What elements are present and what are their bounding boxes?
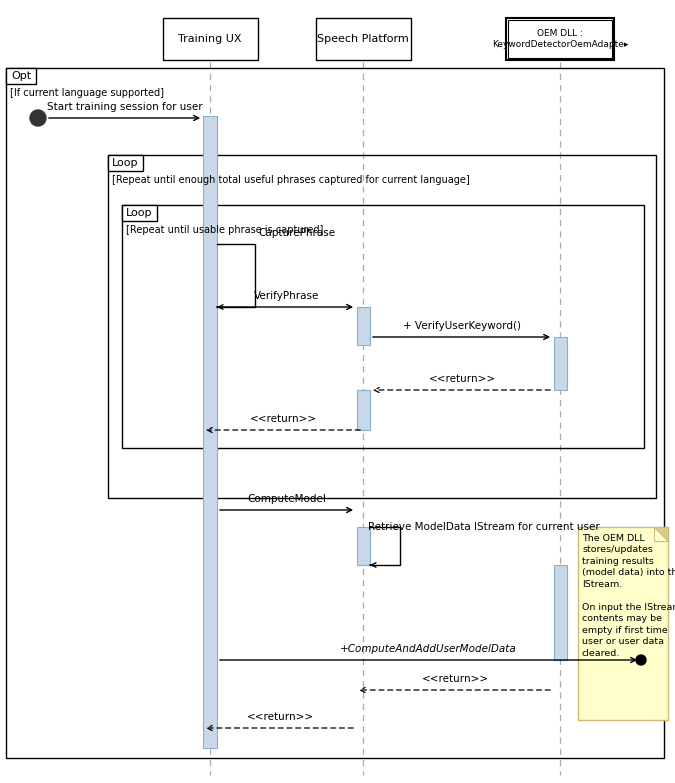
Circle shape (636, 655, 646, 665)
Bar (578, 527, 668, 720)
Text: Loop: Loop (112, 158, 139, 168)
Bar (357, 307, 370, 345)
Text: Opt: Opt (11, 71, 31, 81)
Bar (357, 390, 370, 430)
Text: + VerifyUserKeyword(): + VerifyUserKeyword() (403, 321, 521, 331)
Text: Speech Platform: Speech Platform (317, 34, 409, 44)
Text: The OEM DLL
stores/updates
training results
(model data) into the
IStream.

On i: The OEM DLL stores/updates training resu… (582, 534, 675, 658)
Bar (506, 18, 614, 60)
Bar (122, 205, 644, 448)
Bar (122, 205, 157, 221)
Bar (554, 337, 567, 390)
Bar (316, 18, 411, 60)
Bar (6, 68, 664, 758)
Text: Retrieve ModelData IStream for current user: Retrieve ModelData IStream for current u… (368, 522, 600, 532)
Bar (108, 155, 143, 171)
Text: OEM DLL :
KeywordDetectorOemAdapte▸: OEM DLL : KeywordDetectorOemAdapte▸ (492, 29, 628, 49)
Text: Start training session for user: Start training session for user (47, 102, 202, 112)
Bar (357, 527, 370, 565)
Text: [Repeat until enough total useful phrases captured for current language]: [Repeat until enough total useful phrase… (112, 175, 470, 185)
Text: CapturePhrase: CapturePhrase (258, 228, 335, 238)
Bar (108, 155, 656, 498)
Circle shape (30, 110, 46, 126)
Text: [If current language supported]: [If current language supported] (10, 88, 164, 98)
Text: +ComputeAndAddUserModelData: +ComputeAndAddUserModelData (340, 644, 516, 654)
Text: [Repeat until usable phrase is captured]: [Repeat until usable phrase is captured] (126, 225, 323, 235)
Bar (6, 68, 36, 84)
Text: ComputeModel: ComputeModel (248, 494, 327, 504)
Bar (203, 116, 217, 748)
Text: VerifyPhrase: VerifyPhrase (254, 291, 320, 301)
Text: <<return>>: <<return>> (429, 374, 495, 384)
Bar (554, 565, 567, 660)
Bar (163, 18, 258, 60)
Text: <<return>>: <<return>> (250, 414, 317, 424)
Text: <<return>>: <<return>> (421, 674, 489, 684)
Polygon shape (654, 527, 668, 541)
Bar (508, 20, 612, 58)
Text: <<return>>: <<return>> (246, 712, 314, 722)
Text: Training UX: Training UX (178, 34, 242, 44)
Text: Loop: Loop (126, 208, 153, 218)
